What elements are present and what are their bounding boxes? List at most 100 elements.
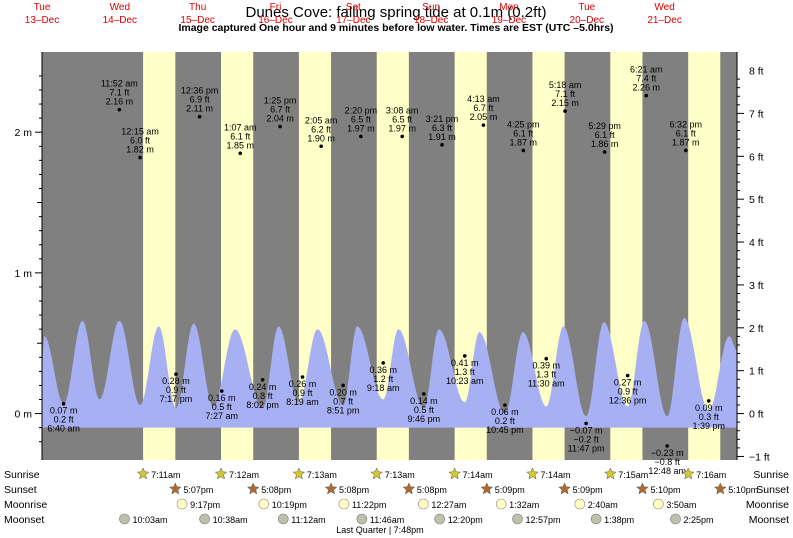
tide-event-dot	[278, 124, 282, 129]
day-date-label: 15–Dec	[180, 15, 214, 26]
tide-event-dot	[683, 148, 688, 153]
sunrise-star-icon	[136, 467, 150, 480]
chart-subtitle: Image captured One hour and 9 minutes be…	[178, 22, 613, 34]
tide-event-feet: 0.3 ft	[699, 412, 720, 422]
tide-event-dot	[625, 373, 630, 378]
tide-event-meters: 0.07 m	[50, 406, 78, 416]
moon-phase-label: Last Quarter | 7:48pm	[336, 525, 423, 535]
tide-event-dot	[238, 151, 243, 156]
tide-event-feet: 7.1 ft	[555, 89, 576, 99]
tide-event-dot	[174, 372, 178, 376]
tide-event-meters: 1.86 m	[591, 139, 619, 149]
sunset-time: 5:08pm	[339, 485, 369, 495]
sunrise-star-icon	[448, 467, 461, 480]
tide-event-time: 2:05 am	[305, 115, 338, 125]
tide-event-time: 11:47 pm	[568, 443, 605, 453]
moonrise-time: 11:22pm	[352, 500, 386, 510]
row-label-moonrise-left: Moonrise	[4, 499, 47, 511]
right-tick-label: 5 ft	[749, 194, 764, 206]
sunrise-time: 7:14am	[540, 470, 570, 480]
tide-event-meters: 0.27 m	[614, 378, 642, 388]
right-tick-label: 0 ft	[749, 409, 764, 421]
moonset-time: 12:20pm	[448, 515, 483, 525]
tide-event-dot	[341, 383, 345, 388]
sunrise-time: 7:13am	[307, 470, 337, 480]
tide-curve-area	[42, 317, 738, 428]
tide-event-time: 11:52 am	[101, 79, 138, 89]
tide-event-dot	[381, 361, 385, 365]
tide-event-time: 7:27 am	[206, 411, 239, 421]
tide-event-meters: 1.87 m	[510, 137, 538, 147]
tide-event-time: 8:51 pm	[327, 405, 360, 415]
sunrise-time: 7:14am	[463, 470, 493, 480]
tide-event-time: 2:20 pm	[345, 105, 378, 115]
tide-event-time: 9:18 am	[367, 383, 400, 393]
tide-event-feet: 6.5 ft	[392, 114, 413, 124]
day-date-label: 14–Dec	[103, 15, 137, 26]
moonset-time: 11:46am	[370, 515, 404, 525]
tide-event-feet: 1.2 ft	[373, 374, 394, 384]
tide-event-meters: 0.06 m	[491, 407, 519, 417]
tide-event-time: 7:17 pm	[160, 394, 193, 404]
tide-event-meters: −0.23 m	[651, 448, 684, 458]
tide-event-feet: 6.7 ft	[473, 103, 494, 113]
chart-title: Dunes Cove: falling spring tide at 0.1m …	[246, 4, 547, 21]
tide-event-meters: 0.41 m	[451, 358, 479, 368]
tide-event-meters: 0.20 m	[329, 387, 357, 397]
tide-event-feet: −0.8 ft	[655, 457, 681, 467]
tide-event-dot	[563, 109, 567, 113]
moonset-time: 11:12am	[291, 515, 325, 525]
tide-event-meters: 1.91 m	[428, 132, 456, 142]
sunset-star-icon	[713, 482, 727, 495]
tide-event-time: 6:21 am	[630, 65, 663, 75]
right-tick-label: 7 ft	[749, 108, 764, 120]
tide-event-dot	[422, 392, 426, 396]
tide-area	[42, 317, 738, 428]
right-tick-label: 4 ft	[749, 237, 764, 249]
day-name-label: Sun	[422, 2, 440, 13]
tide-event-time: 5:29 pm	[588, 121, 621, 131]
day-name-label: Wed	[654, 2, 674, 13]
axes: 0 m 1 m 2 m −1 ft 0 ft 1 ft 2 ft 3 ft 4 ft 5 ft 6 …	[14, 52, 770, 463]
tide-event-meters: 0.28 m	[162, 376, 190, 386]
tide-event-meters: 2.11 m	[186, 104, 213, 114]
tide-event-feet: 6.1 ft	[230, 131, 251, 141]
moonset-icon	[356, 513, 368, 525]
row-label-moonset-right: Moonset	[749, 514, 789, 526]
right-tick-label: 1 ft	[749, 366, 764, 378]
day-name-label: Tue	[578, 2, 595, 13]
sunrise-time: 7:12am	[229, 470, 259, 480]
sunset-time: 5:10pm	[650, 485, 680, 495]
tide-event-feet: 6.1 ft	[595, 130, 616, 140]
tide-event-dot	[61, 401, 66, 406]
tide-event-feet: −0.2 ft	[573, 434, 599, 444]
tide-event-meters: 1.97 m	[347, 123, 375, 133]
sunrise-star-icon	[214, 467, 228, 480]
moonset-time: 10:38am	[213, 515, 248, 525]
tide-event-time: 8:02 pm	[246, 400, 279, 410]
sunrise-star-icon	[681, 467, 695, 480]
sunset-star-icon	[636, 482, 649, 495]
tide-event-dot	[260, 378, 265, 382]
tide-event-meters: 0.24 m	[249, 382, 277, 392]
day-date-label: 21–Dec	[647, 15, 681, 26]
day-name-label: Wed	[110, 2, 130, 13]
moonset-time: 10:03am	[132, 515, 167, 525]
tide-event-time: 6:32 pm	[670, 119, 703, 129]
tide-event-dot	[521, 148, 526, 153]
tide-event-time: 1:25 pm	[264, 96, 297, 106]
sunrise-time: 7:11am	[151, 470, 180, 480]
right-tick-label: 6 ft	[749, 151, 764, 163]
tide-event-dot	[462, 354, 467, 358]
sunset-time: 5:09pm	[573, 485, 603, 495]
moonrise-time: 1:32am	[509, 500, 539, 510]
tide-event-dot	[197, 114, 202, 119]
tide-event-feet: 1.3 ft	[455, 367, 476, 377]
tide-event-feet: 0.7 ft	[333, 396, 354, 406]
tide-event-dot	[644, 93, 649, 98]
tide-event-dot	[706, 399, 711, 403]
sunset-time: 5:09pm	[495, 485, 525, 495]
tide-event-time: 4:13 am	[467, 94, 500, 104]
day-name-label: Tue	[34, 2, 51, 13]
